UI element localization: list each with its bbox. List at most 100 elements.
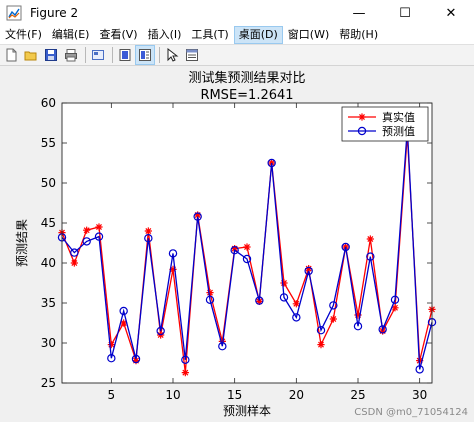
- line-chart[interactable]: 测试集预测结果对比 RMSE=1.2641 25 30 35 40 45 50 55 60 5 10 1…: [0, 66, 474, 422]
- x-tick-label: 5: [108, 388, 116, 402]
- point-0-19: [292, 300, 300, 308]
- y-tick-label: 30: [41, 336, 56, 350]
- pointer-button[interactable]: [163, 46, 181, 64]
- menu-view[interactable]: 查看(V): [99, 28, 138, 41]
- point-1-20: [304, 266, 313, 276]
- matlab-figure-icon: [6, 5, 22, 21]
- menu-insert[interactable]: 插入(I): [147, 28, 182, 41]
- menu-edit[interactable]: 编辑(E): [51, 28, 90, 41]
- point-1-16: [255, 296, 264, 305]
- point-0-5: [120, 319, 128, 327]
- point-1-12: [205, 295, 215, 304]
- menu-help[interactable]: 帮助(H): [339, 28, 379, 41]
- point-0-10: [181, 369, 189, 377]
- property-inspector-button[interactable]: [183, 46, 201, 64]
- point-0-22: [329, 315, 337, 323]
- legend-button[interactable]: [135, 45, 155, 65]
- figure-canvas: 测试集预测结果对比 RMSE=1.2641 25 30 35 40 45 50 55 60 5 10 1…: [0, 66, 474, 422]
- point-1-29: [415, 365, 424, 374]
- x-tick-label: 20: [289, 388, 304, 402]
- x-tick-label: 30: [412, 388, 427, 402]
- chart-title: 测试集预测结果对比: [188, 70, 305, 86]
- point-1-2: [82, 237, 91, 246]
- link-plot-icon: [92, 50, 104, 60]
- menu-bar: 文件(F) 编辑(E) 查看(V) 插入(I) 工具(T) 桌面(D) 窗口(W…: [0, 26, 474, 44]
- window-title: Figure 2: [30, 6, 79, 20]
- menu-desktop[interactable]: 桌面(D): [233, 26, 283, 44]
- toolbar-separator: [159, 47, 160, 63]
- menu-window[interactable]: 窗口(W): [287, 28, 330, 41]
- link-plot-button[interactable]: [89, 46, 107, 64]
- point-1-23: [341, 242, 350, 252]
- point-1-3: [94, 232, 104, 241]
- legend-label-1: 预测值: [382, 125, 415, 138]
- point-0-16: [255, 297, 263, 305]
- open-file-button[interactable]: [22, 46, 40, 64]
- point-1-27: [390, 295, 400, 304]
- point-1-5: [119, 306, 128, 316]
- point-1-26: [378, 325, 387, 334]
- point-1-15: [242, 254, 252, 264]
- save-button[interactable]: [42, 46, 60, 64]
- new-figure-icon: [6, 48, 17, 62]
- point-1-8: [156, 326, 165, 336]
- y-tick-label: 45: [41, 216, 56, 230]
- print-button[interactable]: [62, 46, 80, 64]
- point-1-7: [144, 233, 153, 243]
- point-1-21: [316, 326, 326, 335]
- point-0-9: [169, 265, 177, 273]
- y-tick-label: 60: [41, 96, 56, 110]
- point-1-4: [107, 354, 116, 363]
- legend-icon: [139, 49, 151, 61]
- axes-box: [61, 102, 433, 384]
- legend-marker-1: [357, 126, 367, 136]
- point-1-11: [193, 212, 202, 221]
- y-tick-label: 25: [41, 376, 56, 390]
- point-0-20: [305, 265, 313, 273]
- new-figure-button[interactable]: [2, 46, 20, 64]
- point-0-3: [95, 223, 103, 231]
- colorbar-button[interactable]: [116, 46, 134, 64]
- maximize-button[interactable]: ☐: [399, 5, 411, 21]
- save-icon: [45, 49, 57, 61]
- point-1-19: [292, 313, 301, 322]
- toolbar-separator: [85, 47, 86, 63]
- point-0-18: [280, 279, 288, 287]
- x-tick-label: 15: [227, 388, 242, 402]
- menu-tools[interactable]: 工具(T): [191, 28, 229, 41]
- point-1-24: [353, 322, 363, 331]
- plot-area: [62, 103, 432, 383]
- pointer-icon: [167, 48, 179, 62]
- series-line-1: [61, 128, 433, 370]
- point-0-7: [144, 227, 152, 235]
- minimize-button[interactable]: —: [352, 5, 366, 21]
- point-0-27: [391, 304, 399, 312]
- figure-toolbar: [0, 44, 474, 66]
- point-1-13: [218, 342, 227, 351]
- window-controls: — ☐ ✕: [336, 0, 474, 26]
- point-0-1: [70, 259, 78, 267]
- y-tick-label: 35: [41, 296, 56, 310]
- y-tick-label: 50: [41, 176, 56, 190]
- point-0-4: [107, 341, 115, 349]
- legend-label-0: 真实值: [382, 110, 415, 124]
- chart-subtitle: RMSE=1.2641: [200, 88, 293, 103]
- point-0-11: [194, 211, 202, 219]
- point-1-14: [230, 245, 239, 255]
- point-1-9: [168, 249, 178, 258]
- x-axis-label: 预测样本: [223, 403, 271, 418]
- point-1-25: [366, 252, 375, 261]
- point-1-22: [329, 301, 338, 310]
- y-tick-label: 55: [41, 136, 56, 150]
- y-tick-label: 40: [41, 256, 56, 270]
- point-1-17: [267, 158, 276, 168]
- point-0-2: [83, 226, 91, 234]
- watermark: CSDN @m0_71054124: [354, 407, 468, 418]
- colorbar-icon: [119, 49, 131, 61]
- point-0-24: [354, 311, 362, 319]
- point-1-10: [181, 355, 190, 364]
- menu-file[interactable]: 文件(F): [5, 28, 42, 41]
- close-button[interactable]: ✕: [445, 5, 457, 21]
- point-0-25: [366, 235, 374, 243]
- point-1-6: [131, 354, 141, 364]
